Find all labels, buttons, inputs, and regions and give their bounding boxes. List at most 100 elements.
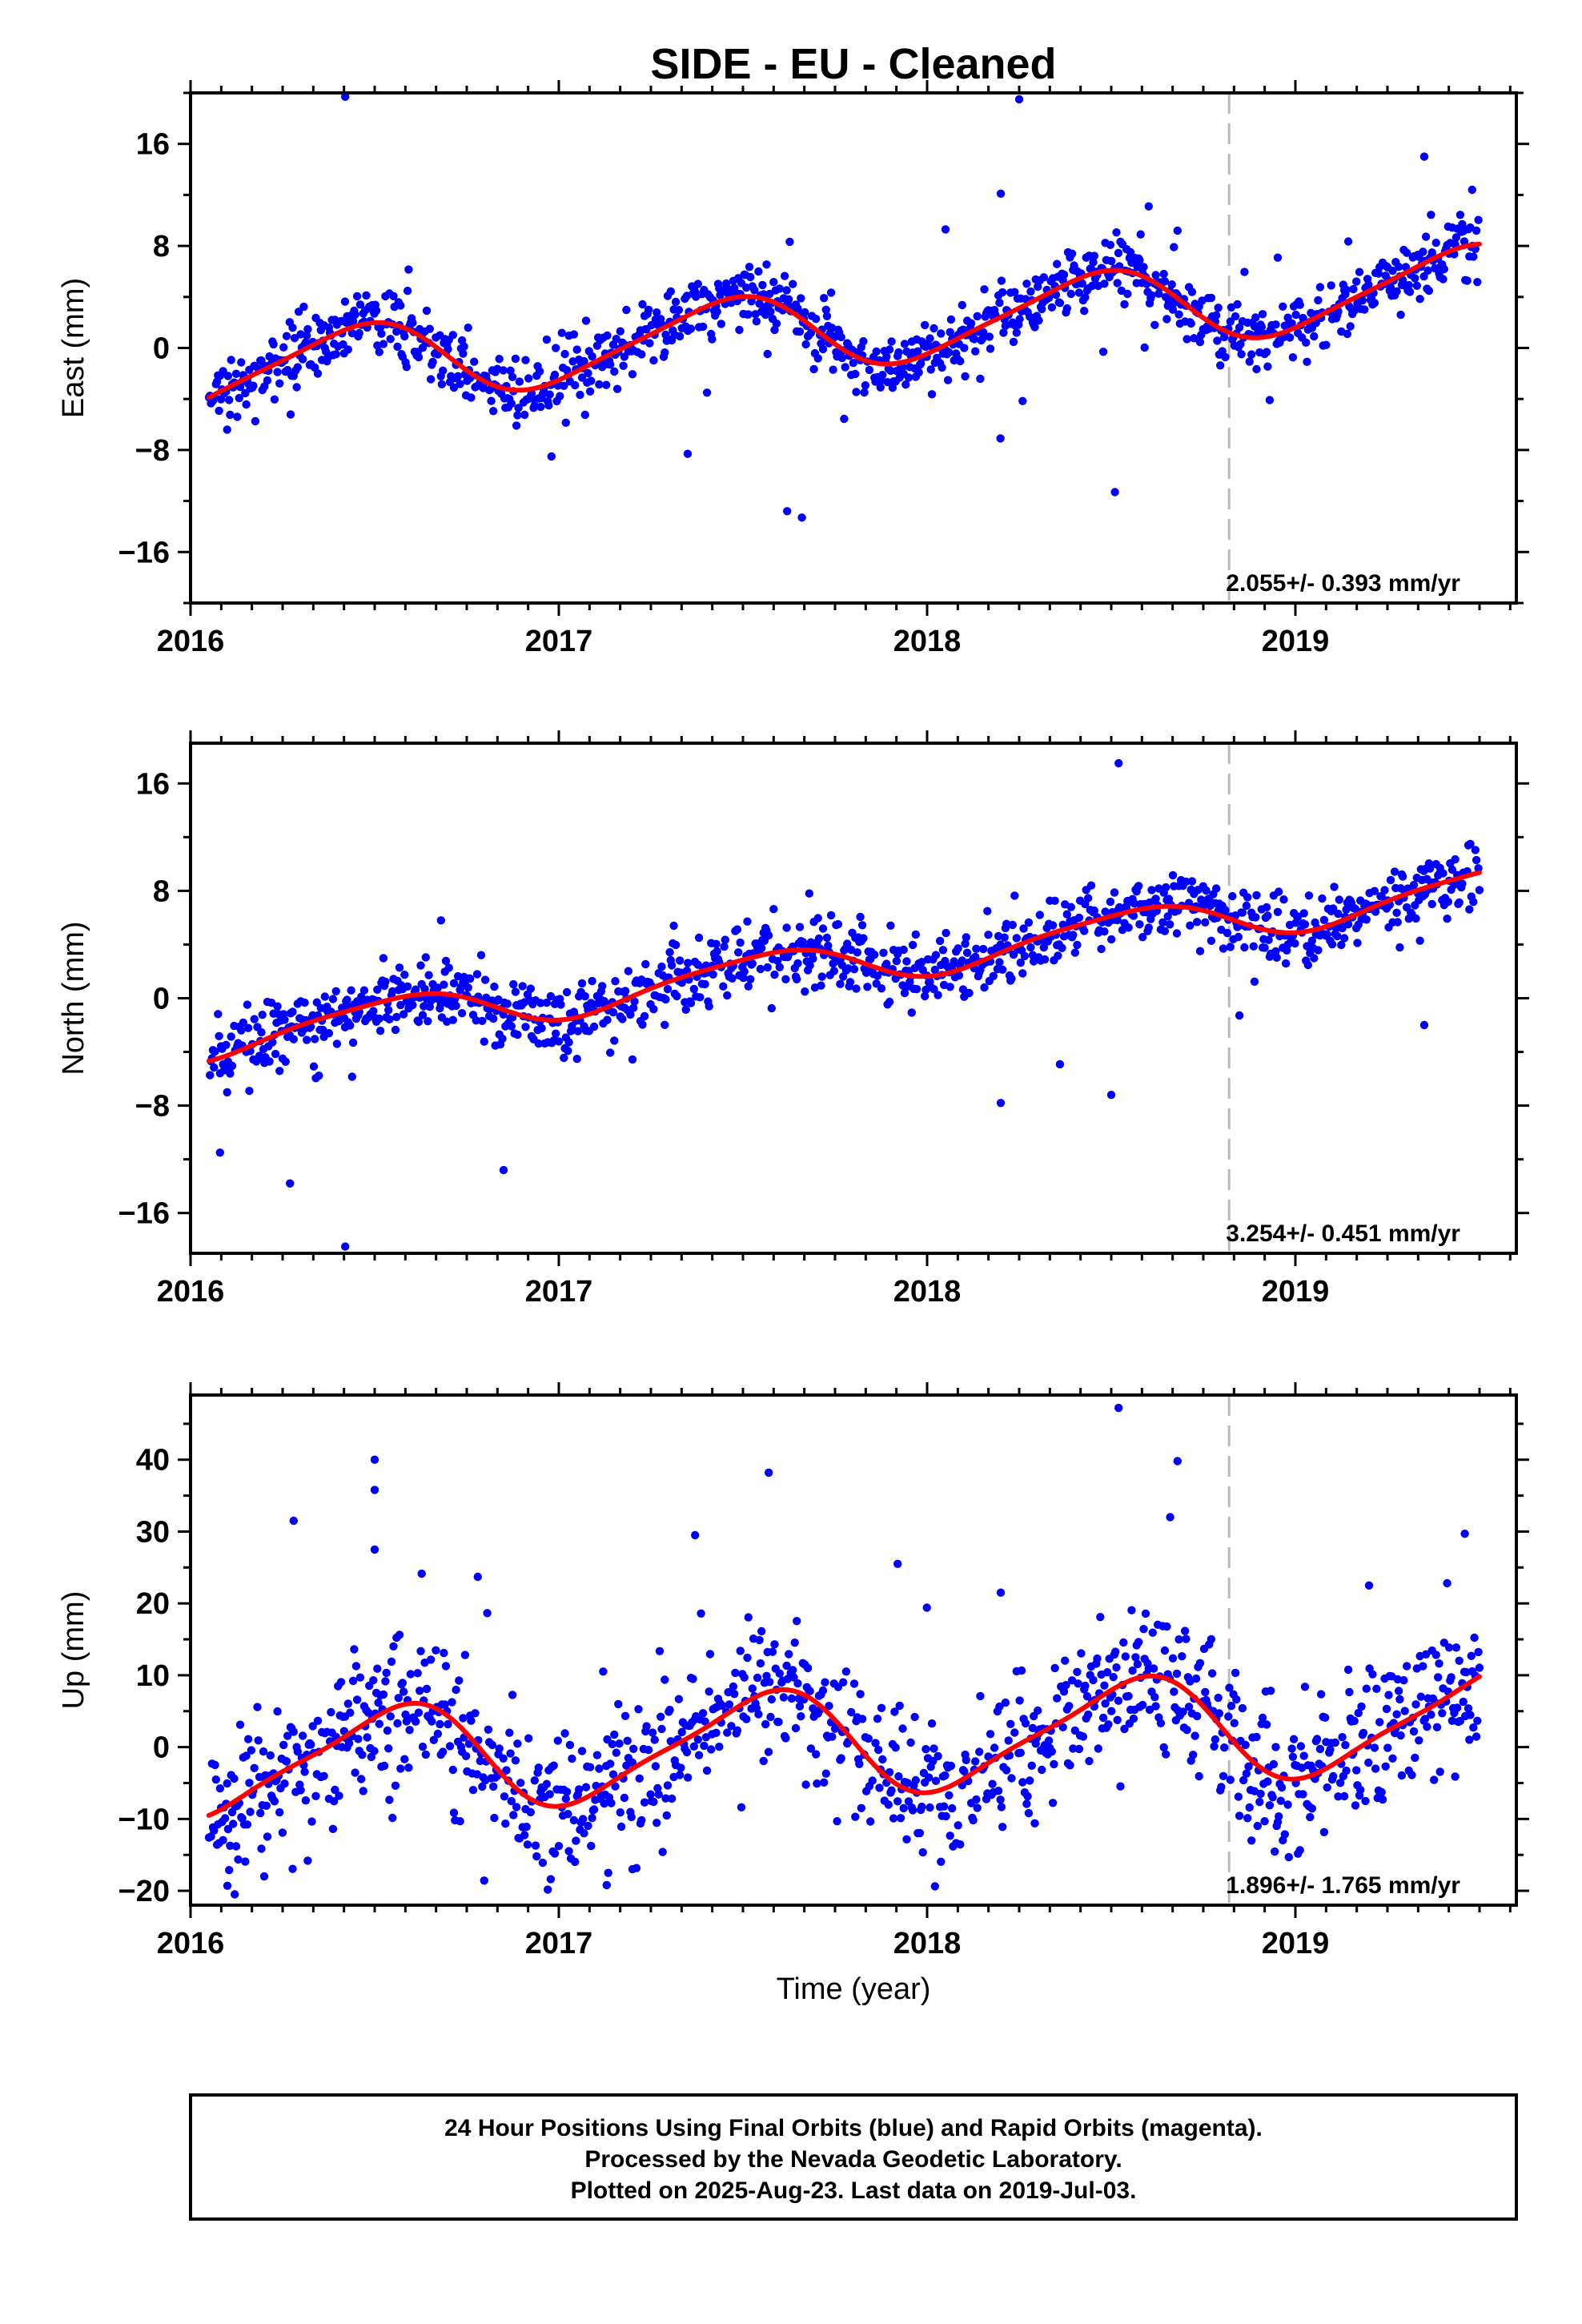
y-axis-label: Up (mm) [57,1591,90,1710]
data-point [818,344,828,354]
data-point [282,1757,291,1766]
data-point [589,1805,599,1814]
data-point [1273,253,1283,262]
data-point [288,1007,297,1016]
data-point [449,383,459,392]
data-point [1396,310,1405,320]
data-point [400,1755,409,1763]
data-point [1016,958,1026,967]
data-point [954,971,964,980]
data-point [1342,1766,1351,1775]
data-point [666,1737,675,1746]
data-point [817,972,826,981]
data-point [381,1677,390,1686]
data-point [864,1734,873,1743]
data-point [747,297,756,306]
data-point [1343,237,1353,246]
data-point [1054,951,1062,960]
data-point [1112,228,1121,237]
data-point [1131,1653,1140,1662]
data-point [946,1831,954,1840]
data-point [1070,948,1080,957]
footer-frame [189,2093,1518,2221]
data-point [1334,1792,1343,1801]
data-point [756,964,765,974]
data-point [412,985,420,994]
data-point [239,1018,247,1027]
data-point [1451,854,1460,864]
data-point [1096,1613,1105,1622]
data-point [805,1687,814,1695]
data-point [766,1712,775,1722]
data-point [926,1803,934,1812]
rate-label: 3.254+/- 0.451 mm/yr [1226,1220,1460,1247]
data-point [701,979,709,989]
data-point [1353,939,1362,947]
data-point [350,1645,359,1654]
data-point [564,1038,573,1047]
data-point [288,1864,297,1873]
data-point [569,1815,579,1825]
data-point [628,1864,637,1874]
data-point [998,1823,1007,1831]
data-point [902,957,911,966]
data-point [733,1726,742,1735]
data-point [501,1819,510,1828]
data-point [429,1735,438,1744]
data-point [1452,233,1461,242]
data-point [512,1803,521,1811]
data-point [1451,1772,1460,1781]
data-point [813,914,822,923]
data-point [1107,935,1116,944]
data-point [1271,947,1280,956]
data-point [893,1559,902,1569]
data-point [650,1735,659,1744]
data-point [945,1791,954,1799]
data-point [243,1000,252,1009]
data-point [629,1744,638,1753]
data-point [526,984,535,993]
data-point [767,1003,776,1013]
data-point [1455,1656,1464,1665]
data-point [698,322,708,332]
y-tick-label: −8 [135,434,170,468]
data-point [878,1755,887,1764]
data-point [767,1695,776,1704]
data-point [1195,1659,1205,1667]
data-point [1338,923,1347,933]
data-point [1463,276,1472,285]
data-point [1073,1667,1082,1676]
data-point [757,943,766,953]
data-point [395,963,404,972]
data-point [840,414,849,424]
data-point [754,1710,763,1719]
data-point [341,1242,350,1251]
data-point [402,363,411,372]
data-point [817,981,825,990]
data-point [560,349,569,359]
data-point [282,332,291,340]
data-point [828,1732,837,1741]
data-point [1030,1819,1039,1827]
data-point [837,332,845,342]
data-point [560,1053,568,1063]
data-point [721,935,729,944]
data-point [1121,1652,1130,1661]
data-point [870,951,879,959]
data-point [1346,322,1355,331]
data-point [1443,915,1452,923]
data-point [414,352,424,362]
data-point [1247,1836,1256,1845]
data-point [821,1769,831,1778]
data-point [667,961,677,970]
data-point [748,959,757,968]
data-point [1012,328,1022,337]
data-point [369,1007,378,1015]
data-point [542,998,552,1007]
data-point [1182,877,1191,887]
data-point [684,959,693,967]
data-point [839,1678,848,1687]
data-point [1186,319,1195,328]
data-point [744,310,753,319]
data-point [712,1728,721,1737]
